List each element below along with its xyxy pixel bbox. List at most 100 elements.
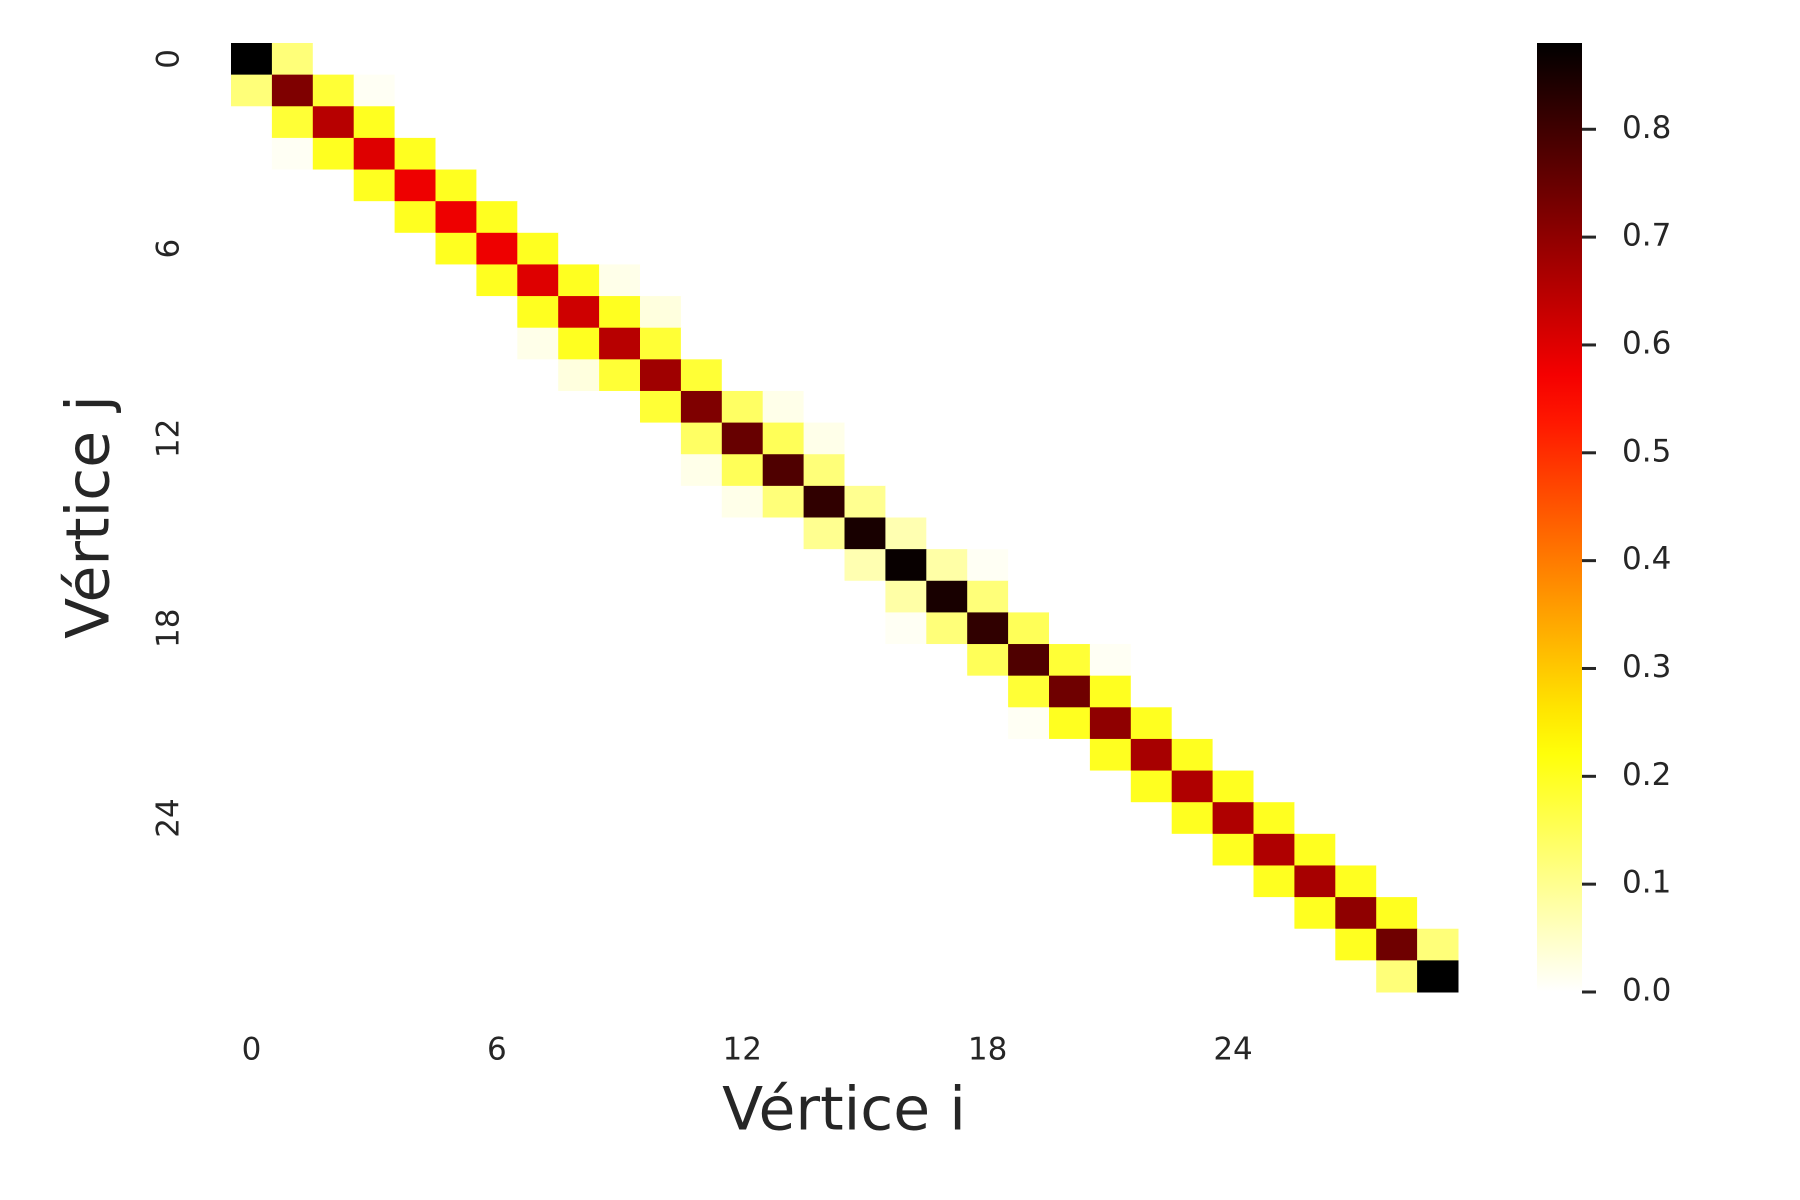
- heatmap-cell: [1049, 738, 1091, 772]
- heatmap-cell: [1335, 549, 1377, 582]
- heatmap-cell: [1171, 454, 1214, 487]
- heatmap-cell: [1089, 264, 1132, 297]
- heatmap-cell: [1171, 264, 1214, 297]
- heatmap-cell: [1335, 770, 1377, 803]
- heatmap-cell: [312, 770, 355, 803]
- heatmap-cell: [1008, 422, 1050, 455]
- heatmap-cell: [844, 549, 886, 582]
- heatmap-cell: [844, 169, 886, 202]
- heatmap-cell: [353, 770, 396, 803]
- heatmap-cell: [271, 517, 314, 550]
- heatmap-cell: [926, 770, 968, 803]
- heatmap-cell: [680, 390, 723, 424]
- heatmap-cell: [926, 390, 968, 424]
- heatmap-cell: [312, 897, 355, 930]
- heatmap-cell: [1335, 644, 1377, 677]
- heatmap-cell: [1376, 865, 1418, 898]
- heatmap-cell: [1008, 644, 1050, 677]
- heatmap-cell: [312, 485, 355, 518]
- heatmap-cell: [721, 264, 764, 297]
- heatmap-cell: [435, 675, 477, 708]
- heatmap-cell: [1171, 770, 1214, 803]
- heatmap-cell: [558, 517, 600, 550]
- heatmap-cell: [558, 296, 600, 329]
- heatmap-cell: [640, 454, 682, 487]
- heatmap-cell: [231, 707, 273, 740]
- heatmap-cell: [1376, 454, 1418, 487]
- heatmap-cell: [640, 707, 682, 740]
- heatmap-cell: [1171, 960, 1214, 993]
- heatmap-cell: [1376, 644, 1418, 677]
- heatmap-cell: [721, 106, 764, 139]
- heatmap-cell: [844, 897, 886, 930]
- y-tick-label: 12: [151, 419, 187, 458]
- heatmap-cell: [803, 897, 845, 930]
- heatmap-cell: [721, 865, 764, 898]
- heatmap-cell: [599, 865, 641, 898]
- heatmap-cell: [803, 422, 845, 455]
- heatmap-cell: [1171, 612, 1214, 645]
- heatmap-cell: [762, 770, 805, 803]
- heatmap-cell: [721, 201, 764, 234]
- heatmap-cell: [1008, 232, 1050, 265]
- heatmap-cell: [1130, 833, 1173, 866]
- heatmap-cell: [1130, 865, 1173, 898]
- heatmap-cell: [1376, 833, 1418, 866]
- heatmap-cell: [1417, 707, 1459, 740]
- heatmap-cell: [394, 707, 436, 740]
- heatmap-cell: [1171, 327, 1214, 360]
- heatmap-cell: [640, 106, 682, 139]
- heatmap-cell: [967, 897, 1009, 930]
- heatmap-cell: [558, 232, 600, 265]
- heatmap-cell: [231, 897, 273, 930]
- heatmap-cell: [599, 707, 641, 740]
- heatmap-cell: [967, 580, 1009, 613]
- heatmap-cell: [1335, 422, 1377, 455]
- heatmap-cell: [353, 675, 396, 708]
- heatmap-cell: [312, 106, 355, 139]
- heatmap-cell: [1335, 454, 1377, 487]
- heatmap-cell: [476, 675, 518, 708]
- heatmap-cell: [1417, 549, 1459, 582]
- heatmap-cell: [312, 707, 355, 740]
- heatmap-cell: [967, 327, 1009, 360]
- heatmap-cell: [231, 201, 273, 234]
- heatmap-cell: [558, 485, 600, 518]
- heatmap-cell: [1212, 612, 1254, 645]
- heatmap-cell: [435, 517, 477, 550]
- heatmap-cell: [1089, 454, 1132, 487]
- heatmap-cell: [1294, 137, 1336, 171]
- heatmap-cell: [762, 738, 805, 772]
- heatmap-cell: [1049, 264, 1091, 297]
- heatmap-cell: [844, 232, 886, 265]
- heatmap-cell: [762, 897, 805, 930]
- heatmap-cell: [271, 454, 314, 487]
- heatmap-cell: [476, 390, 518, 424]
- heatmap-cell: [435, 106, 477, 139]
- heatmap-cell: [271, 390, 314, 424]
- heatmap-cell: [1171, 485, 1214, 518]
- heatmap-cell: [1089, 802, 1132, 835]
- heatmap-cell: [599, 454, 641, 487]
- heatmap-cell: [803, 549, 845, 582]
- heatmap-cell: [1294, 580, 1336, 613]
- heatmap-cell: [517, 74, 559, 107]
- heatmap-cell: [1049, 707, 1091, 740]
- heatmap-cell: [517, 359, 559, 392]
- heatmap-cell: [1335, 865, 1377, 898]
- heatmap-cell: [1130, 169, 1173, 202]
- heatmap-cell: [926, 201, 968, 234]
- heatmap-cell: [680, 422, 723, 455]
- heatmap-cell: [312, 327, 355, 360]
- heatmap-cell: [762, 264, 805, 297]
- heatmap-cell: [680, 897, 723, 930]
- heatmap-cell: [762, 928, 805, 961]
- heatmap-cell: [803, 232, 845, 265]
- heatmap-cell: [1089, 390, 1132, 424]
- heatmap-cell: [1335, 485, 1377, 518]
- heatmap-cell: [1130, 106, 1173, 139]
- heatmap-cell: [1376, 232, 1418, 265]
- heatmap-cell: [599, 106, 641, 139]
- heatmap-cell: [312, 580, 355, 613]
- heatmap-cell: [967, 738, 1009, 772]
